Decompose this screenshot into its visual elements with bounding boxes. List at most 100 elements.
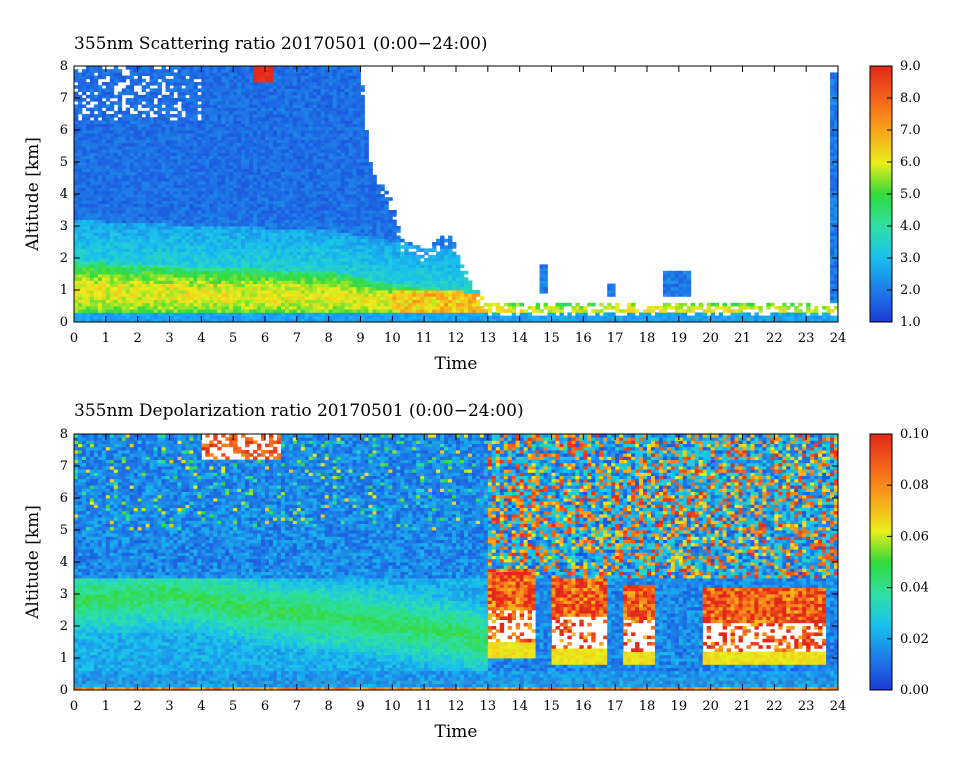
heatmap-cell <box>288 235 294 240</box>
heatmap-cell <box>217 280 222 284</box>
heatmap-cell <box>133 274 139 278</box>
heatmap-cell <box>261 290 266 294</box>
heatmap-cell <box>300 242 306 246</box>
heatmap-cell <box>288 309 294 313</box>
heatmap-cell <box>300 117 306 121</box>
heatmap-cell <box>217 306 222 310</box>
heatmap-cell <box>292 123 298 128</box>
heatmap-cell <box>197 75 202 80</box>
heatmap-cell <box>225 274 230 278</box>
heatmap-cell <box>276 286 282 291</box>
heatmap-cell <box>268 168 274 172</box>
heatmap-cell <box>324 72 330 76</box>
heatmap-cell <box>296 213 302 217</box>
heatmap-cell <box>253 136 258 140</box>
heatmap-cell <box>197 142 202 147</box>
heatmap-cell <box>157 126 162 131</box>
heatmap-cell <box>209 117 214 121</box>
heatmap-cell <box>253 213 258 217</box>
heatmap-cell <box>257 190 262 195</box>
heatmap-cell <box>177 254 182 259</box>
heatmap-cell <box>284 155 290 160</box>
heatmap-cell <box>85 158 91 163</box>
heatmap-cell <box>105 248 111 252</box>
heatmap-cell <box>149 152 154 156</box>
heatmap-cell <box>181 309 186 313</box>
heatmap-cell <box>213 107 218 112</box>
heatmap-cell <box>217 149 222 153</box>
heatmap-cell <box>133 197 139 201</box>
heatmap-cell <box>169 293 174 297</box>
heatmap-cell <box>185 174 190 179</box>
heatmap-cell <box>284 264 290 268</box>
heatmap-cell <box>81 130 87 134</box>
heatmap-cell <box>245 107 250 112</box>
heatmap-cell <box>292 235 298 240</box>
heatmap-cell <box>225 299 230 304</box>
heatmap-cell <box>77 126 83 131</box>
heatmap-cell <box>201 114 206 118</box>
heatmap-cell <box>193 162 198 166</box>
heatmap-cell <box>129 299 135 304</box>
heatmap-cell <box>320 302 326 307</box>
heatmap-cell <box>296 203 302 208</box>
heatmap-cell <box>288 274 294 278</box>
heatmap-cell <box>225 104 230 108</box>
heatmap-cell <box>101 229 107 233</box>
heatmap-cell <box>241 232 246 236</box>
heatmap-cell <box>241 114 246 118</box>
heatmap-cell <box>145 162 151 166</box>
heatmap-cell <box>284 66 290 70</box>
heatmap-cell <box>121 126 127 131</box>
heatmap-cell <box>161 149 166 153</box>
heatmap-cell <box>296 210 302 214</box>
heatmap-cell <box>93 258 99 262</box>
heatmap-cell <box>280 171 286 176</box>
heatmap-cell <box>284 78 290 83</box>
heatmap-cell <box>149 318 154 323</box>
heatmap-cell <box>93 309 99 313</box>
heatmap-cell <box>316 270 322 275</box>
heatmap-cell <box>308 238 314 243</box>
heatmap-cell <box>161 302 166 307</box>
heatmap-cell <box>237 133 242 137</box>
heatmap-cell <box>157 274 162 278</box>
heatmap-cell <box>312 162 318 166</box>
heatmap-cell <box>181 299 186 304</box>
heatmap-cell <box>93 242 99 246</box>
heatmap-cell <box>316 174 322 179</box>
heatmap-cell <box>308 190 314 195</box>
heatmap-cell <box>81 235 87 240</box>
heatmap-cell <box>296 264 302 268</box>
heatmap-cell <box>101 280 107 284</box>
heatmap-cell <box>233 306 238 310</box>
heatmap-cell <box>169 270 174 275</box>
heatmap-cell <box>117 152 123 156</box>
heatmap-cell <box>272 168 278 172</box>
heatmap-cell <box>268 251 274 256</box>
heatmap-cell <box>97 222 103 227</box>
heatmap-cell <box>161 312 166 316</box>
heatmap-cell <box>272 78 278 83</box>
heatmap-cell <box>209 78 214 83</box>
heatmap-cell <box>145 293 151 297</box>
heatmap-cell <box>105 245 111 249</box>
heatmap-cell <box>141 203 147 208</box>
heatmap-cell <box>149 174 154 179</box>
heatmap-cell <box>209 261 214 265</box>
heatmap-cell <box>276 123 282 128</box>
heatmap-cell <box>197 302 202 307</box>
heatmap-cell <box>193 104 198 108</box>
heatmap-cell <box>245 219 250 224</box>
heatmap-cell <box>117 133 123 137</box>
heatmap-cell <box>324 222 330 227</box>
heatmap-cell <box>93 206 99 211</box>
heatmap-cell <box>125 216 131 220</box>
heatmap-cell <box>249 251 254 256</box>
heatmap-cell <box>233 66 238 70</box>
heatmap-cell <box>213 117 218 121</box>
heatmap-cell <box>125 296 131 300</box>
heatmap-cell <box>300 290 306 294</box>
heatmap-cell <box>312 142 318 147</box>
heatmap-cell <box>169 277 174 281</box>
